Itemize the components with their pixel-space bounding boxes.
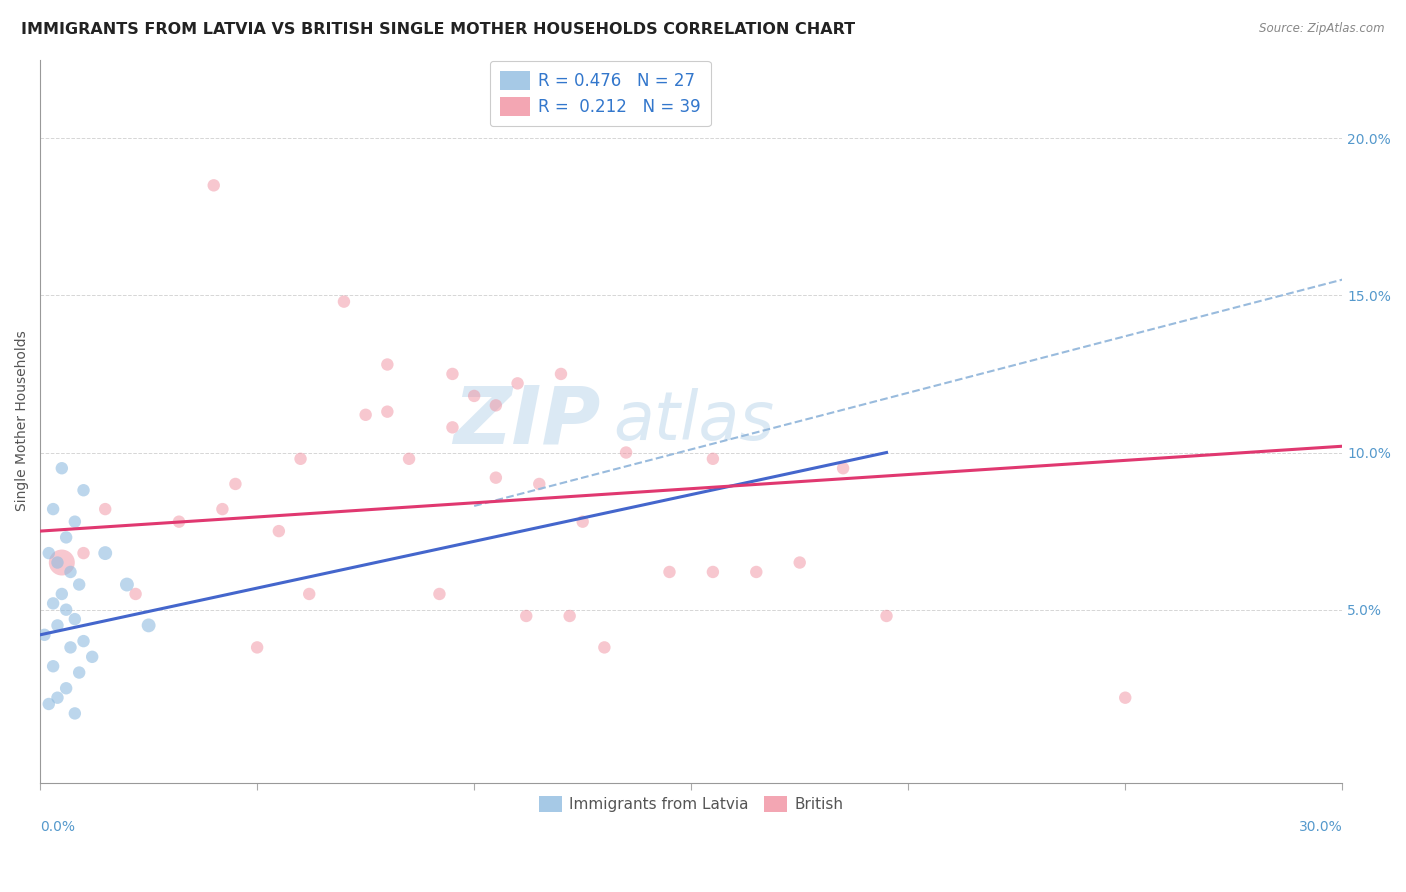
Point	[55, 681, 77, 696]
Point	[72, 546, 94, 560]
Point	[550, 367, 572, 381]
Point	[429, 587, 451, 601]
Point	[506, 376, 529, 391]
Point	[745, 565, 768, 579]
Point	[441, 420, 464, 434]
Point	[42, 659, 65, 673]
Point	[202, 178, 225, 193]
Point	[375, 358, 398, 372]
Point	[246, 640, 269, 655]
Text: 0.0%: 0.0%	[41, 821, 75, 834]
Point	[55, 602, 77, 616]
Point	[290, 451, 312, 466]
Point	[614, 445, 637, 459]
Point	[94, 502, 117, 516]
Point	[63, 706, 86, 721]
Point	[485, 470, 508, 484]
Point	[463, 389, 485, 403]
Point	[702, 565, 724, 579]
Point	[571, 515, 593, 529]
Point	[375, 404, 398, 418]
Point	[124, 587, 146, 601]
Point	[72, 634, 94, 648]
Point	[485, 398, 508, 412]
Point	[38, 697, 60, 711]
Point	[59, 640, 82, 655]
Text: IMMIGRANTS FROM LATVIA VS BRITISH SINGLE MOTHER HOUSEHOLDS CORRELATION CHART: IMMIGRANTS FROM LATVIA VS BRITISH SINGLE…	[21, 22, 855, 37]
Point	[702, 451, 724, 466]
Text: ZIP: ZIP	[453, 382, 600, 460]
Point	[558, 609, 581, 624]
Point	[34, 628, 56, 642]
Point	[333, 294, 356, 309]
Point	[72, 483, 94, 498]
Point	[63, 515, 86, 529]
Point	[593, 640, 616, 655]
Point	[38, 546, 60, 560]
Point	[354, 408, 377, 422]
Point	[59, 565, 82, 579]
Point	[298, 587, 321, 601]
Point	[441, 367, 464, 381]
Point	[67, 577, 90, 591]
Point	[63, 612, 86, 626]
Legend: Immigrants from Latvia, British: Immigrants from Latvia, British	[533, 790, 849, 818]
Y-axis label: Single Mother Households: Single Mother Households	[15, 331, 30, 511]
Point	[529, 477, 551, 491]
Point	[832, 461, 855, 475]
Text: Source: ZipAtlas.com: Source: ZipAtlas.com	[1260, 22, 1385, 36]
Point	[46, 556, 69, 570]
Point	[138, 618, 160, 632]
Point	[398, 451, 420, 466]
Point	[224, 477, 246, 491]
Point	[46, 690, 69, 705]
Point	[167, 515, 190, 529]
Point	[267, 524, 290, 538]
Point	[46, 618, 69, 632]
Point	[42, 596, 65, 610]
Text: 30.0%: 30.0%	[1299, 821, 1343, 834]
Point	[876, 609, 898, 624]
Point	[51, 461, 73, 475]
Text: atlas: atlas	[613, 388, 775, 454]
Point	[789, 556, 811, 570]
Point	[82, 649, 104, 664]
Point	[51, 556, 73, 570]
Point	[67, 665, 90, 680]
Point	[51, 587, 73, 601]
Point	[1114, 690, 1136, 705]
Point	[115, 577, 138, 591]
Point	[94, 546, 117, 560]
Point	[211, 502, 233, 516]
Point	[515, 609, 537, 624]
Point	[55, 530, 77, 544]
Point	[658, 565, 681, 579]
Point	[42, 502, 65, 516]
